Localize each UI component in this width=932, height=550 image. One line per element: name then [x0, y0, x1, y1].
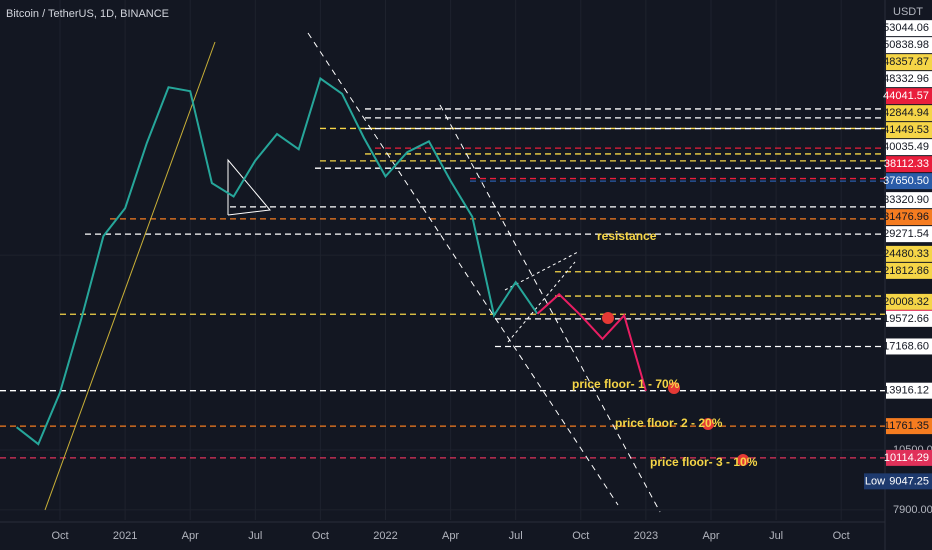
level-label: 10114.29	[884, 452, 929, 464]
level-label: 38112.33	[884, 158, 929, 170]
x-tick-label: Oct	[51, 530, 68, 542]
triangle-pattern	[227, 158, 271, 216]
level-label-box	[886, 71, 932, 88]
x-tick-label: Jul	[769, 530, 783, 542]
trend-line	[44, 41, 216, 511]
level-label-box	[886, 293, 932, 310]
level-label: 41449.53	[883, 124, 929, 136]
grid	[0, 0, 885, 520]
level-label: 11761.35	[884, 420, 929, 432]
currency: USDT	[893, 6, 923, 18]
price-axis: 26500.0010500.007900.0053044.0650838.984…	[864, 20, 932, 516]
level-label: 20008.32	[883, 296, 929, 308]
level-label: 33320.90	[883, 194, 929, 206]
level-label-box	[886, 310, 932, 327]
level-label-box	[886, 226, 932, 243]
level-tag: Low	[865, 475, 885, 487]
level-label-box	[886, 88, 932, 105]
level-label-box	[886, 473, 932, 490]
level-label-box	[886, 156, 932, 173]
x-tick-label: 2021	[113, 530, 137, 542]
annotation: price floor- 1 - 70%	[572, 377, 680, 391]
level-label-box	[886, 262, 932, 279]
plot	[15, 76, 647, 446]
level-label: 13916.12	[883, 385, 929, 397]
level-label: 48357.87	[883, 56, 929, 68]
level-label: 37650.50	[883, 175, 929, 187]
x-tick-label: 2023	[634, 530, 658, 542]
x-tick-label: Oct	[312, 530, 329, 542]
x-tick-label: 2022	[373, 530, 397, 542]
levels	[0, 108, 885, 459]
x-tick-label: Oct	[572, 530, 589, 542]
x-tick-label: Apr	[182, 530, 199, 542]
x-tick-label: Jul	[248, 530, 262, 542]
level-label: 29271.54	[883, 228, 929, 240]
marker	[668, 382, 680, 394]
level-label: 21812.86	[883, 265, 929, 277]
level-label-box	[886, 449, 932, 466]
markers	[602, 312, 749, 466]
annotation: price floor- 2 - 20%	[615, 416, 723, 430]
price-line	[15, 76, 539, 446]
level-label-box	[886, 173, 932, 190]
x-tick-label: Oct	[833, 530, 850, 542]
level-label-box	[886, 382, 932, 399]
level-label-box	[886, 20, 932, 37]
price-line	[536, 292, 647, 392]
level-label: 48332.96	[883, 73, 929, 85]
level-label: 50838.98	[883, 39, 929, 51]
level-tag-box	[864, 473, 886, 490]
marker	[737, 454, 749, 466]
level-label: 17168.60	[883, 340, 929, 352]
annotation: resistance	[597, 229, 657, 243]
x-tick-label: Jul	[509, 530, 523, 542]
x-tick-label: Apr	[702, 530, 719, 542]
level-label-box	[886, 338, 932, 355]
level-label: 40035.49	[883, 141, 929, 153]
x-tick-label: Apr	[442, 530, 459, 542]
level-label-box	[886, 139, 932, 156]
level-label-box	[886, 418, 932, 435]
channel-line	[439, 104, 661, 513]
level-label-box	[886, 209, 932, 226]
level-label: 53044.06	[883, 22, 929, 34]
level-label-box	[886, 54, 932, 71]
level-label-box	[886, 245, 932, 262]
chart-title: Bitcoin / TetherUS, 1D, BINANCE	[6, 8, 169, 20]
level-label-box	[886, 105, 932, 122]
level-label-box	[886, 192, 932, 209]
level-label: 42844.94	[883, 107, 929, 119]
annotation: price floor- 3 - 10%	[650, 455, 758, 469]
marker	[702, 418, 714, 430]
level-label: 9047.25	[889, 475, 929, 487]
level-label-box	[886, 37, 932, 54]
wedge-line	[507, 261, 576, 343]
level-label: 19572.66	[883, 313, 929, 325]
level-label: 44041.57	[883, 90, 929, 102]
y-tick-label: 7900.00	[893, 504, 932, 516]
level-label-box	[886, 122, 932, 139]
level-label: 24480.33	[883, 248, 929, 260]
level-label: 31476.96	[883, 211, 929, 223]
marker	[602, 312, 614, 324]
